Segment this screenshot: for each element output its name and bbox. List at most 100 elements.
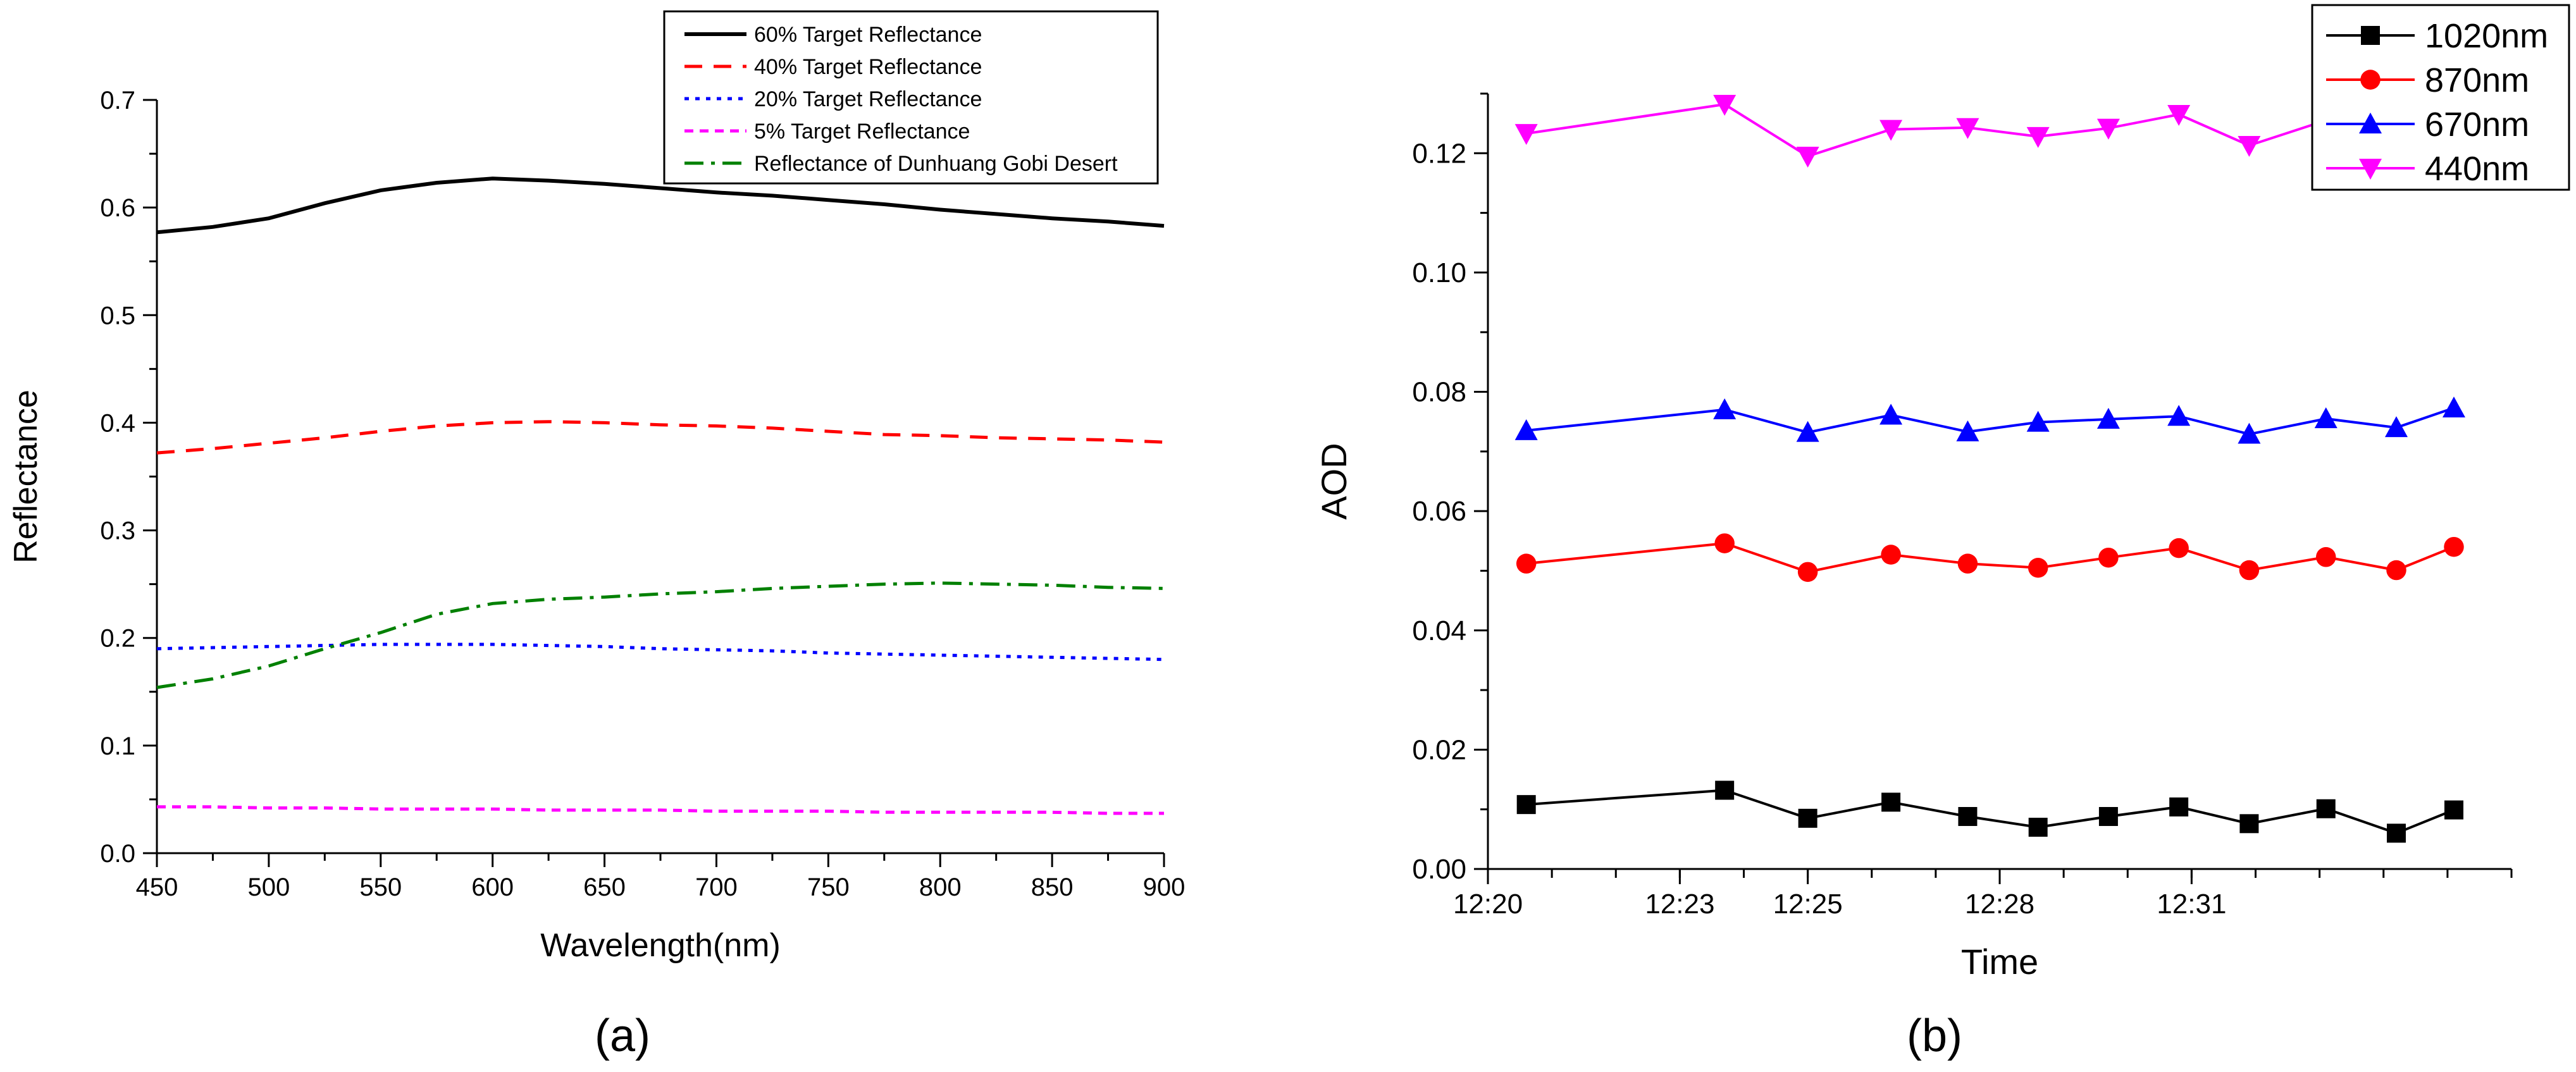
legend-marker <box>2360 70 2381 90</box>
x-tick-label: 550 <box>359 873 402 901</box>
data-point <box>2238 422 2261 444</box>
legend-label: 670nm <box>2425 106 2529 144</box>
legend-label: 20% Target Reflectance <box>754 87 982 111</box>
data-point <box>2316 799 2336 818</box>
series-line <box>156 581 1165 689</box>
series-line <box>157 805 1164 815</box>
data-point <box>2028 557 2048 578</box>
data-point <box>1957 553 1978 574</box>
legend-label: Reflectance of Dunhuang Gobi Desert <box>754 152 1118 176</box>
data-point <box>2239 560 2260 581</box>
y-tick-label: 0.10 <box>1412 257 1466 288</box>
y-tick-label: 0.2 <box>100 625 135 653</box>
x-tick-label: 500 <box>248 873 290 901</box>
legend-label: 1020nm <box>2425 17 2548 55</box>
legend-label: 440nm <box>2425 150 2529 188</box>
data-point <box>2169 797 2189 816</box>
x-tick-label: 12:20 <box>1453 889 1523 920</box>
series-line <box>156 176 1165 235</box>
y-tick-label: 0.4 <box>100 409 135 437</box>
data-point <box>1796 147 1819 168</box>
x-tick-label: 700 <box>695 873 738 901</box>
x-tick-label: 450 <box>136 873 178 901</box>
data-point <box>2442 397 2465 418</box>
data-point <box>2096 407 2120 429</box>
data-point <box>2098 547 2119 568</box>
y-tick-label: 0.1 <box>100 732 135 760</box>
caption: (b) <box>1907 1011 1962 1061</box>
data-point <box>1798 808 1817 828</box>
y-tick-label: 0.02 <box>1412 734 1466 765</box>
series-line <box>156 420 1165 455</box>
y-tick-label: 0.3 <box>100 517 135 545</box>
data-point <box>1713 398 1737 419</box>
x-tick-label: 900 <box>1143 873 1186 901</box>
data-point <box>2028 817 2048 837</box>
series-line <box>1526 407 2455 436</box>
y-tick-label: 0.12 <box>1412 138 1466 169</box>
x-tick-label: 650 <box>583 873 626 901</box>
series-line <box>1526 102 2327 158</box>
data-point <box>1514 124 1538 145</box>
legend-marker <box>2359 159 2382 180</box>
y-tick-label: 0.5 <box>100 302 135 330</box>
data-point <box>2167 105 2191 126</box>
data-point <box>2167 405 2191 426</box>
data-point <box>2315 547 2336 567</box>
data-point <box>1879 404 1903 425</box>
data-point <box>2386 823 2406 843</box>
data-point <box>2314 407 2338 428</box>
data-point <box>2444 536 2464 557</box>
series-line <box>1526 789 2455 835</box>
legend-box <box>663 10 1159 185</box>
y-axis-label: AOD <box>1314 443 1354 519</box>
y-tick-label: 0.04 <box>1412 615 1466 646</box>
series-line <box>156 643 1165 662</box>
y-tick-label: 0.06 <box>1412 496 1466 527</box>
x-tick-label: 12:25 <box>1773 889 1843 920</box>
x-tick-label: 750 <box>807 873 850 901</box>
data-point <box>1516 553 1537 574</box>
series-line <box>1526 542 2455 574</box>
data-point <box>1956 118 1979 139</box>
y-tick-label: 0.08 <box>1412 377 1466 408</box>
data-point <box>2098 807 2118 827</box>
data-point <box>1879 120 1903 141</box>
x-tick-label: 12:23 <box>1645 889 1714 920</box>
data-point <box>1715 780 1735 800</box>
data-point <box>1514 419 1538 440</box>
data-point <box>2386 560 2406 581</box>
y-tick-label: 0.6 <box>100 194 135 222</box>
x-tick-label: 850 <box>1031 873 1074 901</box>
y-tick-label: 0.00 <box>1412 854 1466 885</box>
legend-label: 40% Target Reflectance <box>754 55 982 79</box>
data-point <box>1881 545 1901 565</box>
reflectance-chart: 450 500 550 600 650 700 750 800 850 900 0.0 0.1 0.2 0… <box>8 10 1186 1061</box>
data-point <box>2096 118 2120 140</box>
data-point <box>1713 94 1737 116</box>
data-point <box>2169 538 2189 558</box>
x-tick-label: 600 <box>471 873 514 901</box>
legend-label: 60% Target Reflectance <box>754 23 982 47</box>
x-axis-label: Time <box>1961 942 2038 982</box>
data-point <box>2238 136 2261 157</box>
y-tick-label: 0.7 <box>100 87 135 114</box>
data-point <box>2384 416 2408 438</box>
data-point <box>2026 410 2050 432</box>
legend-marker <box>2361 26 2380 45</box>
data-point <box>1714 533 1735 553</box>
aod-chart: 12:20 12:23 12:25 12:28 12:31 0.00 0.02 0.04 0.0… <box>1314 4 2570 1061</box>
x-tick-label: 12:31 <box>2157 889 2226 920</box>
data-point <box>1797 562 1818 582</box>
legend-marker <box>2359 113 2382 133</box>
data-point <box>1796 421 1819 442</box>
caption: (a) <box>595 1011 650 1061</box>
x-tick-label: 800 <box>919 873 962 901</box>
data-point <box>1956 420 1979 441</box>
x-axis-label: Wavelength(nm) <box>540 927 781 964</box>
legend-label: 870nm <box>2425 61 2529 99</box>
y-axis-label: Reflectance <box>8 390 44 564</box>
data-point <box>2239 814 2259 834</box>
